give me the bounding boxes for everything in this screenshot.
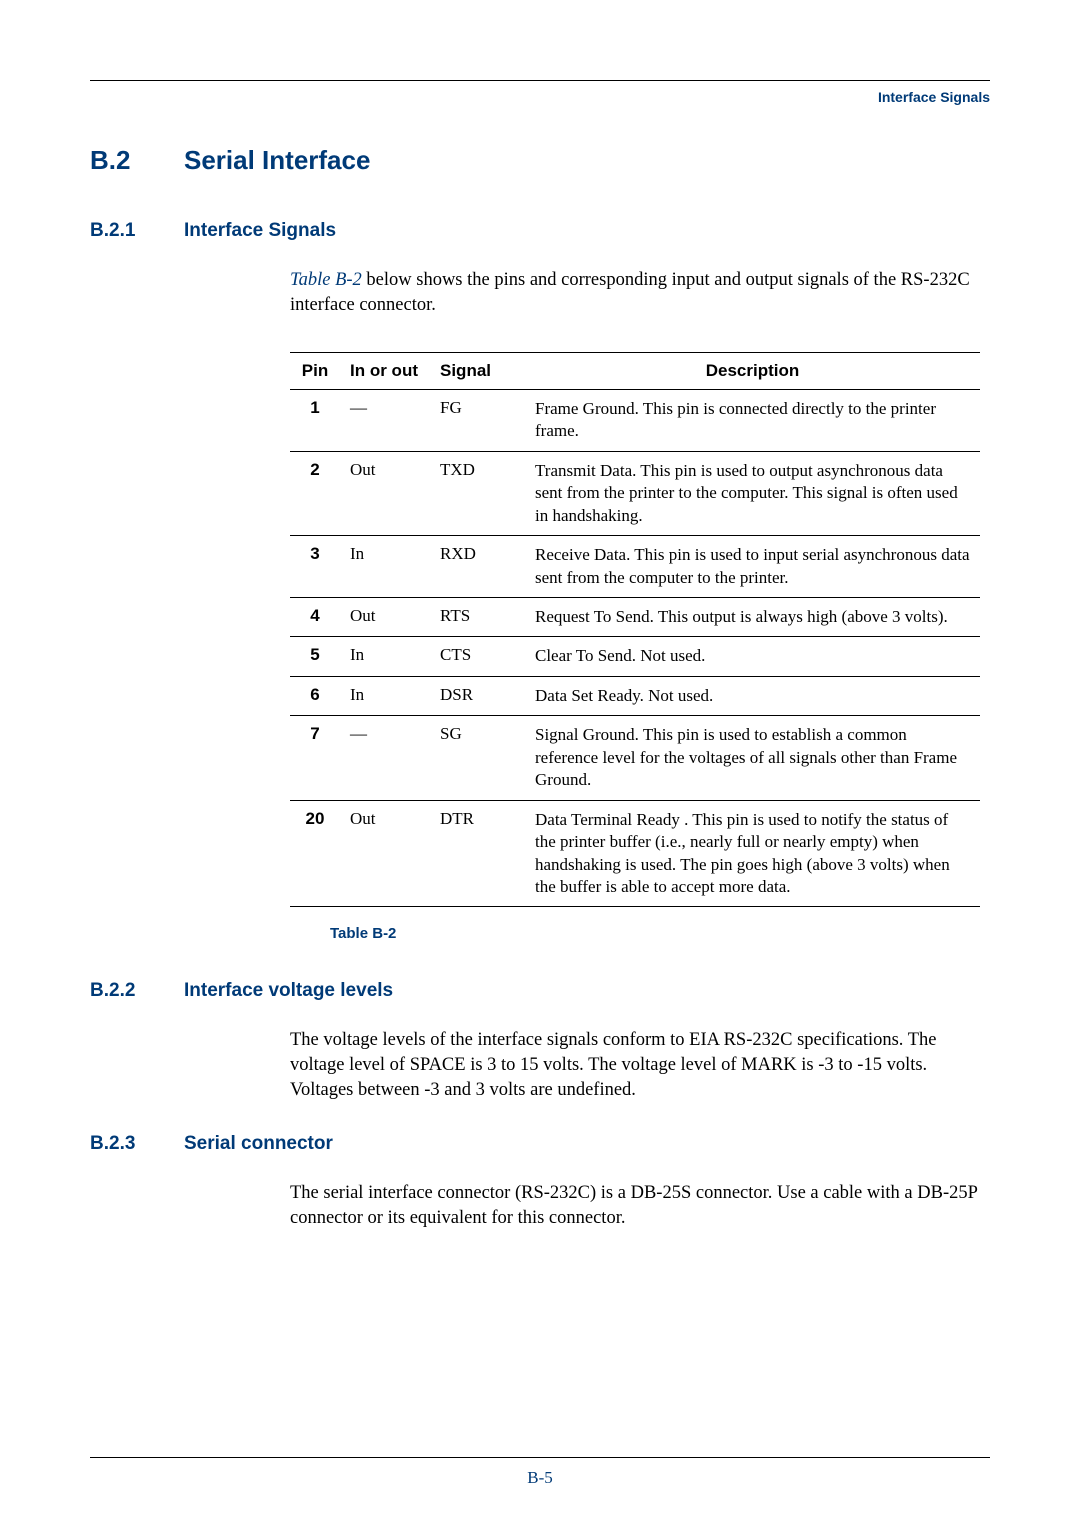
col-pin: Pin	[290, 352, 340, 389]
subheading-b2-1: B.2.1 Interface Signals	[90, 220, 990, 242]
table-row: 2OutTXDTransmit Data. This pin is used t…	[290, 451, 980, 535]
cell-signal: RXD	[430, 536, 525, 598]
table-row: 1—FGFrame Ground. This pin is connected …	[290, 389, 980, 451]
subheading-title: Serial connector	[184, 1133, 333, 1155]
cell-io: In	[340, 676, 430, 715]
page-number: B-5	[0, 1468, 1080, 1488]
cell-desc: Signal Ground. This pin is used to estab…	[525, 716, 980, 800]
cell-desc: Clear To Send. Not used.	[525, 637, 980, 676]
cell-desc: Frame Ground. This pin is connected dire…	[525, 389, 980, 451]
cell-signal: DSR	[430, 676, 525, 715]
table-row: 3InRXDReceive Data. This pin is used to …	[290, 536, 980, 598]
heading-number: B.2	[90, 145, 156, 176]
intro-paragraph: Table B-2 below shows the pins and corre…	[290, 268, 990, 318]
subheading-title: Interface voltage levels	[184, 980, 393, 1002]
signals-table-wrap: Pin In or out Signal Description 1—FGFra…	[290, 352, 990, 907]
cell-pin: 4	[290, 598, 340, 637]
cell-desc: Transmit Data. This pin is used to outpu…	[525, 451, 980, 535]
sec2-body: The voltage levels of the interface sign…	[290, 1028, 990, 1103]
cell-signal: TXD	[430, 451, 525, 535]
cell-pin: 20	[290, 800, 340, 907]
subheading-number: B.2.1	[90, 220, 156, 242]
signals-table: Pin In or out Signal Description 1—FGFra…	[290, 352, 980, 907]
cell-signal: RTS	[430, 598, 525, 637]
cell-signal: SG	[430, 716, 525, 800]
subheading-b2-2: B.2.2 Interface voltage levels	[90, 980, 990, 1002]
cell-io: In	[340, 536, 430, 598]
heading-title: Serial Interface	[184, 145, 370, 176]
cell-signal: DTR	[430, 800, 525, 907]
table-row: 20OutDTRData Terminal Ready . This pin i…	[290, 800, 980, 907]
cell-pin: 2	[290, 451, 340, 535]
table-ref-link[interactable]: Table B-2	[290, 270, 362, 290]
cell-io: Out	[340, 451, 430, 535]
cell-desc: Request To Send. This output is always h…	[525, 598, 980, 637]
cell-pin: 7	[290, 716, 340, 800]
col-desc: Description	[525, 352, 980, 389]
table-caption: Table B-2	[330, 925, 990, 942]
cell-io: —	[340, 716, 430, 800]
subheading-number: B.2.2	[90, 980, 156, 1002]
sec3-body: The serial interface connector (RS-232C)…	[290, 1181, 990, 1231]
subheading-b2-3: B.2.3 Serial connector	[90, 1133, 990, 1155]
cell-desc: Data Set Ready. Not used.	[525, 676, 980, 715]
cell-pin: 1	[290, 389, 340, 451]
running-header: Interface Signals	[90, 89, 990, 105]
cell-io: Out	[340, 800, 430, 907]
table-row: 7—SGSignal Ground. This pin is used to e…	[290, 716, 980, 800]
cell-io: Out	[340, 598, 430, 637]
bottom-rule	[90, 1457, 990, 1458]
cell-signal: FG	[430, 389, 525, 451]
col-signal: Signal	[430, 352, 525, 389]
cell-pin: 6	[290, 676, 340, 715]
top-rule	[90, 80, 990, 81]
table-row: 4OutRTSRequest To Send. This output is a…	[290, 598, 980, 637]
intro-text: below shows the pins and corresponding i…	[290, 270, 970, 315]
cell-desc: Receive Data. This pin is used to input …	[525, 536, 980, 598]
cell-desc: Data Terminal Ready . This pin is used t…	[525, 800, 980, 907]
section-heading-b2: B.2 Serial Interface	[90, 145, 990, 176]
subheading-title: Interface Signals	[184, 220, 336, 242]
table-row: 6InDSRData Set Ready. Not used.	[290, 676, 980, 715]
cell-io: In	[340, 637, 430, 676]
cell-signal: CTS	[430, 637, 525, 676]
cell-io: —	[340, 389, 430, 451]
table-header-row: Pin In or out Signal Description	[290, 352, 980, 389]
col-io: In or out	[340, 352, 430, 389]
table-row: 5InCTSClear To Send. Not used.	[290, 637, 980, 676]
subheading-number: B.2.3	[90, 1133, 156, 1155]
cell-pin: 3	[290, 536, 340, 598]
cell-pin: 5	[290, 637, 340, 676]
